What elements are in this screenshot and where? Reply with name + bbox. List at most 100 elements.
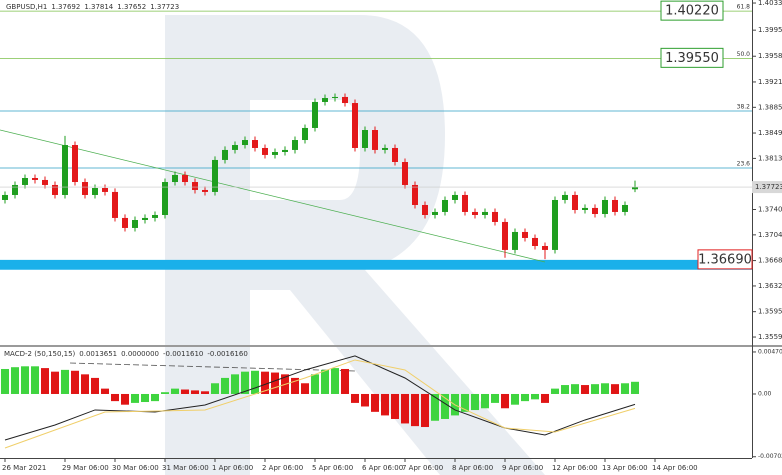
candle-body (472, 211, 478, 215)
macd-bar (171, 388, 179, 394)
macd-bar (51, 371, 59, 394)
candle-body (562, 194, 568, 200)
candle-body (492, 211, 498, 222)
candle-body (12, 184, 18, 195)
y-tick-label: 1.37045 (758, 231, 782, 239)
candle-body (222, 149, 228, 160)
macd-bar (631, 381, 639, 394)
candle-body (382, 147, 388, 150)
candle-body (32, 177, 38, 180)
candle-body (182, 174, 188, 183)
ohlc-readout: 1.37723 (150, 3, 179, 11)
candle-body (202, 189, 208, 192)
macd-bar (31, 366, 39, 394)
macd-y-tick-label: 0.00 (758, 390, 772, 397)
candle-body (522, 231, 528, 238)
macd-readout: -0.0011610 (163, 350, 203, 358)
x-tick-label: 30 Mar 06:00 (112, 464, 159, 472)
macd-bar (151, 393, 159, 402)
candle-body (2, 194, 8, 200)
macd-y-tick-label: -0.007029 (758, 453, 782, 460)
macd-bar (581, 385, 589, 394)
candle-body (132, 219, 138, 228)
candle-body (212, 159, 218, 192)
x-tick-label: 26 Mar 2021 (2, 464, 46, 472)
candle-body (392, 147, 398, 163)
macd-bar (181, 389, 189, 394)
macd-bar (261, 371, 269, 394)
macd-bar (101, 388, 109, 394)
candle-body (462, 194, 468, 212)
candle-body (402, 162, 408, 185)
candle-body (62, 145, 68, 195)
macd-bar (1, 368, 9, 394)
y-tick-label: 1.39580 (758, 52, 782, 60)
candle-body (312, 101, 318, 128)
fib-level-name: 61.8 (737, 4, 751, 11)
macd-bar (401, 393, 409, 424)
macd-bar (11, 367, 19, 394)
y-tick-label: 1.37405 (758, 205, 782, 213)
macd-bar (331, 368, 339, 394)
macd-bar (461, 393, 469, 412)
macd-bar (91, 377, 99, 394)
macd-bar (211, 383, 219, 394)
candle-body (512, 231, 518, 250)
support-box (697, 249, 753, 270)
candle-body (362, 130, 368, 148)
x-tick-label: 12 Apr 06:00 (552, 464, 598, 472)
macd-bar (291, 377, 299, 394)
macd-bar (611, 384, 619, 394)
support-label: 1.36690 (698, 252, 752, 267)
x-tick-label: 13 Apr 06:00 (602, 464, 648, 472)
fib-level-name: 23.6 (737, 160, 751, 167)
x-tick-label: 31 Mar 06:00 (162, 464, 209, 472)
macd-bar (521, 393, 529, 402)
support-zone (0, 259, 752, 270)
candle-body (592, 207, 598, 215)
candle-body (422, 204, 428, 215)
macd-bar (121, 393, 129, 405)
x-tick-label: 14 Apr 06:00 (652, 464, 698, 472)
macd-bar (621, 383, 629, 394)
macd-bar (541, 393, 549, 403)
macd-bar (351, 393, 359, 403)
candle-body (582, 207, 588, 210)
ohlc-readout: 1.37652 (117, 3, 146, 11)
candle-body (52, 184, 58, 195)
candle-body (82, 182, 88, 195)
candle-body (552, 199, 558, 250)
macd-bar (191, 390, 199, 394)
macd-bar (61, 369, 69, 394)
macd-bar (301, 383, 309, 394)
macd-bar (431, 393, 439, 421)
macd-bar (21, 366, 29, 394)
candle-body (42, 179, 48, 185)
macd-bar (161, 392, 169, 394)
macd-bar (251, 370, 259, 394)
y-tick-label: 1.36680 (758, 257, 782, 265)
last-price-label: 1.37723 (755, 183, 782, 191)
macd-bar (131, 393, 139, 403)
x-tick-label: 5 Apr 06:00 (312, 464, 353, 472)
y-tick-label: 1.38130 (758, 154, 782, 162)
level-box (660, 0, 724, 21)
candle-body (542, 245, 548, 250)
candle-body (152, 214, 158, 218)
macd-readout: 0.0000000 (121, 350, 159, 358)
macd-title: MACD-2 (50,150,15) 0.0013651 0.0000000 -0.0… (4, 350, 248, 358)
candle-body (502, 221, 508, 250)
macd-bar (381, 393, 389, 416)
candle-body (112, 191, 118, 218)
fib-level-name: 38.2 (737, 103, 751, 110)
candle-body (332, 96, 338, 99)
y-tick-label: 1.39950 (758, 26, 782, 34)
candle-body (232, 145, 238, 150)
macd-bar (201, 391, 209, 394)
macd-line (4, 359, 636, 449)
macd-bar (601, 383, 609, 394)
macd-bar (561, 385, 569, 394)
y-tick-label: 1.36320 (758, 282, 782, 290)
